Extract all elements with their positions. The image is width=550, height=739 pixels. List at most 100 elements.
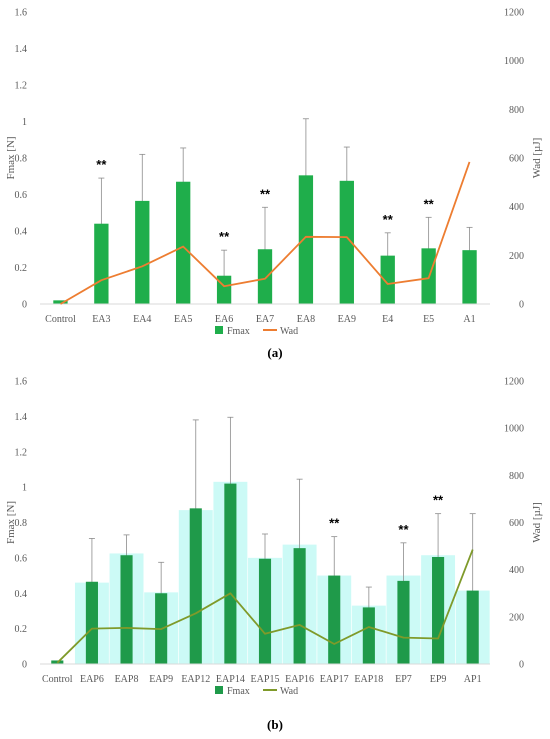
y-axis-title: Fmax [N] xyxy=(5,501,17,544)
y2-tick-label: 600 xyxy=(509,154,524,165)
fmax-bar xyxy=(135,200,150,304)
x-tick-label: EAP8 xyxy=(115,674,139,685)
fmax-bar xyxy=(397,580,410,664)
y2-axis-title: Wad [µJ] xyxy=(531,502,543,543)
y2-tick-label: 400 xyxy=(509,202,524,213)
fmax-bar xyxy=(94,223,109,304)
x-tick-label: A1 xyxy=(463,314,475,325)
fmax-bar xyxy=(380,255,395,304)
x-tick-label: EAP15 xyxy=(251,674,280,685)
legend-label-fmax: Fmax xyxy=(227,326,250,337)
x-tick-label: E5 xyxy=(423,314,434,325)
y-tick-label: 1.4 xyxy=(15,44,28,55)
y-tick-label: 1 xyxy=(22,483,27,494)
x-tick-label: EAP6 xyxy=(80,674,104,685)
significance-marker: ** xyxy=(219,229,230,244)
x-tick-label: EA9 xyxy=(338,314,356,325)
significance-marker: ** xyxy=(329,516,340,531)
y-tick-label: 1.6 xyxy=(15,8,28,19)
x-tick-label: EAP16 xyxy=(285,674,314,685)
y-tick-label: 0.8 xyxy=(15,154,28,165)
x-tick-label: EA7 xyxy=(256,314,274,325)
legend-swatch-fmax xyxy=(215,686,223,694)
fmax-bar xyxy=(298,175,314,304)
x-tick-label: EA8 xyxy=(297,314,315,325)
y2-tick-label: 600 xyxy=(509,518,524,529)
y2-tick-label: 200 xyxy=(509,612,524,623)
significance-marker: ** xyxy=(424,196,435,211)
x-tick-label: EAP17 xyxy=(320,674,349,685)
y2-tick-label: 1000 xyxy=(504,424,524,435)
wad-line xyxy=(60,161,471,305)
x-tick-label: EA5 xyxy=(174,314,192,325)
y2-tick-label: 800 xyxy=(509,105,524,116)
significance-marker: ** xyxy=(398,522,409,537)
y2-axis-title: Wad [µJ] xyxy=(531,138,543,179)
y-tick-label: 0.6 xyxy=(15,553,28,564)
significance-marker: ** xyxy=(433,493,444,508)
significance-marker: ** xyxy=(383,212,394,227)
x-tick-label: EAP12 xyxy=(181,674,210,685)
x-tick-label: AP1 xyxy=(464,674,482,685)
x-tick-label: EAP9 xyxy=(149,674,173,685)
y-tick-label: 0.6 xyxy=(15,190,28,201)
y-tick-label: 0.2 xyxy=(15,263,28,274)
fmax-bar xyxy=(462,250,477,304)
y-tick-label: 0 xyxy=(22,300,27,311)
y2-tick-label: 1200 xyxy=(504,377,524,388)
fmax-bar xyxy=(293,548,306,664)
significance-marker: ** xyxy=(96,157,107,172)
y-tick-label: 0.4 xyxy=(15,227,28,238)
y-tick-label: 1 xyxy=(22,117,27,128)
y2-tick-label: 1000 xyxy=(504,56,524,67)
y-tick-label: 0.4 xyxy=(15,589,28,600)
panel-label-a: (a) xyxy=(267,345,283,360)
y2-tick-label: 400 xyxy=(509,565,524,576)
x-tick-label: Control xyxy=(45,314,76,325)
legend-label-fmax: Fmax xyxy=(227,686,250,697)
fmax-bar xyxy=(224,483,237,664)
x-tick-label: EA6 xyxy=(215,314,233,325)
fmax-bar xyxy=(339,180,354,304)
x-tick-label: EP7 xyxy=(395,674,412,685)
y2-tick-label: 200 xyxy=(509,251,524,262)
y-axis-title: Fmax [N] xyxy=(5,136,17,179)
wad-line xyxy=(56,549,474,664)
fmax-bar xyxy=(176,181,191,304)
x-tick-label: EP9 xyxy=(430,674,447,685)
y-tick-label: 1.4 xyxy=(15,412,28,423)
chart-panel-a: 0 0.2 0.4 0.6 0.8 1 1.2 1.4 1.6 0 200 400 600 800 1000… xyxy=(5,8,543,338)
legend-swatch-fmax xyxy=(215,326,223,334)
y-tick-label: 1.2 xyxy=(15,447,28,458)
legend-label-wad: Wad xyxy=(280,326,298,337)
x-tick-label: E4 xyxy=(382,314,393,325)
y2-tick-label: 1200 xyxy=(504,8,524,19)
y-tick-label: 0.8 xyxy=(15,518,28,529)
significance-marker: ** xyxy=(260,186,271,201)
fmax-bar xyxy=(216,275,232,304)
legend-label-wad: Wad xyxy=(280,686,298,697)
fmax-bar xyxy=(362,607,375,664)
fmax-bar xyxy=(328,575,341,664)
y2-tick-label: 800 xyxy=(509,471,524,482)
fmax-bar xyxy=(432,556,445,664)
y-tick-label: 1.6 xyxy=(15,377,28,388)
x-tick-label: EAP18 xyxy=(354,674,383,685)
chart-panel-b: 0 0.2 0.4 0.6 0.8 1 1.2 1.4 1.6 0 200 400 600 800 1000… xyxy=(5,377,543,698)
fmax-bar xyxy=(120,555,133,664)
fmax-bar xyxy=(258,558,272,664)
fmax-bar xyxy=(466,590,479,664)
y-tick-label: 0 xyxy=(22,660,27,671)
panel-label-b: (b) xyxy=(267,717,283,732)
x-tick-label: Control xyxy=(42,674,73,685)
fmax-bar xyxy=(53,300,68,304)
x-tick-label: EA4 xyxy=(133,314,151,325)
x-tick-label: EA3 xyxy=(92,314,110,325)
y-tick-label: 0.2 xyxy=(15,624,28,635)
y-tick-label: 1.2 xyxy=(15,81,28,92)
fmax-bar xyxy=(189,508,202,664)
x-tick-label: EAP14 xyxy=(216,674,245,685)
y2-tick-label: 0 xyxy=(519,660,524,671)
fmax-bar xyxy=(257,249,273,304)
y2-tick-label: 0 xyxy=(519,300,524,311)
